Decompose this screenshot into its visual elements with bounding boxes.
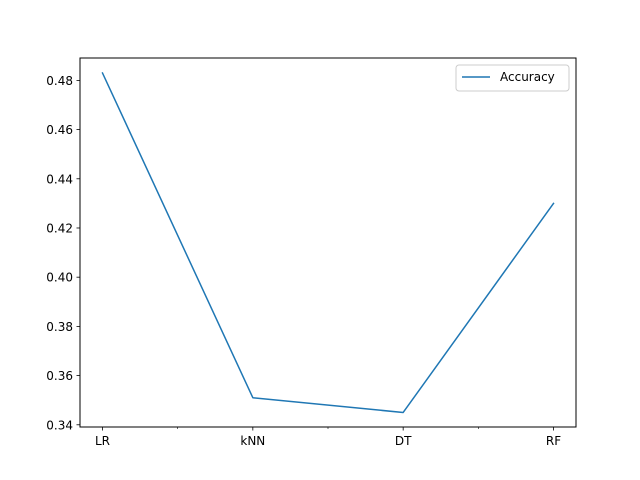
legend-label-accuracy: Accuracy <box>500 70 555 84</box>
y-tick-label: 0.34 <box>46 418 73 432</box>
y-tick-label: 0.40 <box>46 271 73 285</box>
x-tick-label-dt: DT <box>395 434 412 448</box>
series-line-accuracy <box>101 72 555 414</box>
legend-box <box>455 64 570 92</box>
y-tick-label: 0.36 <box>46 369 73 383</box>
series-layer <box>101 72 555 414</box>
y-tick-label: 0.38 <box>46 320 73 334</box>
y-axis: 0.34 0.36 0.38 0.40 0.42 0.44 0.46 0.48 <box>46 74 80 432</box>
y-tick-label: 0.44 <box>46 172 73 186</box>
x-axis: LR kNN DT RF <box>95 427 561 448</box>
x-tick-label-lr: LR <box>95 434 110 448</box>
plot-area <box>80 58 576 427</box>
legend: Accuracy <box>455 64 570 92</box>
y-tick-label: 0.46 <box>46 123 73 137</box>
x-tick-label-knn: kNN <box>240 434 265 448</box>
x-tick-label-rf: RF <box>546 434 561 448</box>
plot-frame <box>79 57 577 428</box>
y-tick-label: 0.42 <box>46 221 73 235</box>
y-tick-label: 0.48 <box>46 74 73 88</box>
